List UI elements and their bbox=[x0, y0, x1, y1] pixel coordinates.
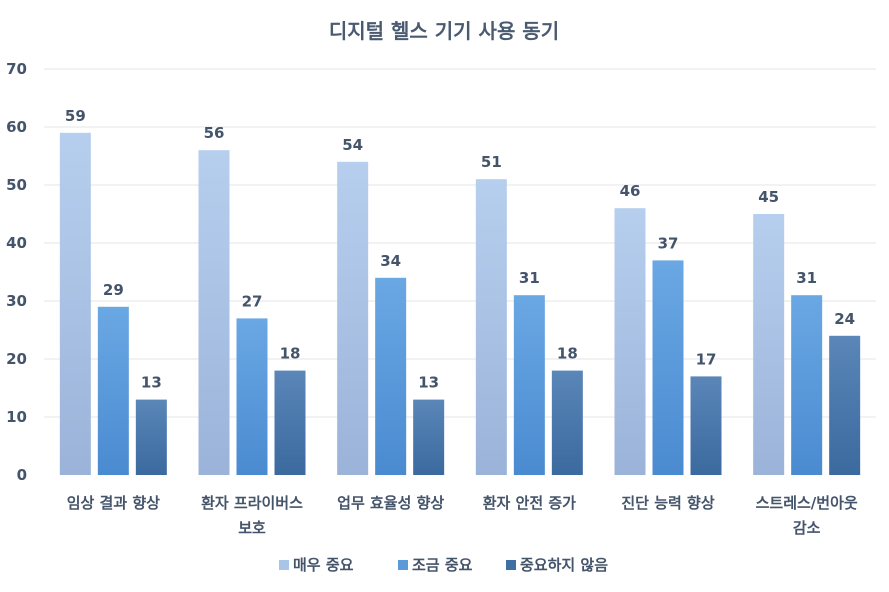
y-tick-label: 70 bbox=[6, 60, 27, 78]
category-label: 환자 프라이버스 bbox=[201, 494, 303, 512]
y-tick-label: 50 bbox=[6, 176, 27, 194]
data-label: 17 bbox=[696, 350, 717, 368]
legend-label: 매우 중요 bbox=[293, 556, 354, 574]
category-label: 스트레스/번아웃 bbox=[756, 494, 858, 512]
legend-label: 조금 중요 bbox=[412, 556, 473, 574]
bar bbox=[135, 399, 167, 475]
bar bbox=[690, 376, 722, 475]
data-label: 45 bbox=[758, 188, 779, 206]
bar bbox=[59, 132, 91, 476]
bar bbox=[513, 295, 545, 475]
category-label: 환자 안전 증가 bbox=[483, 494, 576, 512]
data-label: 59 bbox=[65, 107, 86, 125]
chart-title: 디지털 헬스 기기 사용 동기 bbox=[329, 19, 559, 43]
bar bbox=[337, 161, 369, 476]
y-axis-ticks: 0 10 20 30 40 50 60 70 bbox=[6, 60, 27, 484]
y-tick-label: 10 bbox=[6, 408, 27, 426]
bar bbox=[829, 335, 861, 475]
category-label: 감소 bbox=[793, 519, 821, 537]
bar bbox=[375, 277, 407, 475]
data-label: 18 bbox=[280, 345, 301, 363]
bar bbox=[614, 208, 646, 475]
data-label: 54 bbox=[342, 136, 363, 154]
y-tick-label: 0 bbox=[17, 466, 27, 484]
bar bbox=[652, 260, 684, 475]
data-label: 18 bbox=[557, 345, 578, 363]
y-tick-label: 30 bbox=[6, 292, 27, 310]
bar bbox=[551, 370, 583, 475]
legend: 매우 중요 조금 중요 중요하지 않음 bbox=[279, 556, 608, 574]
legend-swatch bbox=[279, 560, 289, 570]
legend-label: 중요하지 않음 bbox=[520, 556, 608, 574]
legend-swatch bbox=[398, 560, 408, 570]
data-label: 13 bbox=[141, 374, 162, 392]
bars bbox=[59, 132, 861, 476]
bar bbox=[236, 318, 268, 475]
category-label: 진단 능력 향상 bbox=[621, 494, 714, 512]
category-label: 임상 결과 향상 bbox=[67, 494, 160, 512]
data-label: 31 bbox=[796, 269, 817, 287]
data-label: 56 bbox=[204, 124, 225, 142]
bar bbox=[198, 150, 230, 475]
data-label: 29 bbox=[103, 281, 124, 299]
data-label: 24 bbox=[834, 310, 855, 328]
data-label: 51 bbox=[481, 153, 502, 171]
bar bbox=[413, 399, 445, 475]
bar bbox=[97, 306, 129, 475]
bar bbox=[274, 370, 306, 475]
gridlines bbox=[44, 68, 876, 418]
data-label: 31 bbox=[519, 269, 540, 287]
y-tick-label: 40 bbox=[6, 234, 27, 252]
category-label: 보호 bbox=[238, 519, 266, 537]
bar bbox=[753, 214, 785, 475]
data-label: 27 bbox=[242, 292, 263, 310]
legend-swatch bbox=[506, 560, 516, 570]
bar bbox=[791, 295, 823, 475]
bar bbox=[475, 179, 507, 475]
data-label: 34 bbox=[380, 252, 401, 270]
data-label: 13 bbox=[418, 374, 439, 392]
y-tick-label: 20 bbox=[6, 350, 27, 368]
category-label: 업무 효율성 향상 bbox=[337, 494, 444, 512]
data-label: 46 bbox=[620, 182, 641, 200]
data-label: 37 bbox=[658, 234, 679, 252]
data-labels: 59 29 13 56 27 18 54 34 13 51 31 18 46 37 17 45 31 24 bbox=[65, 107, 855, 392]
y-tick-label: 60 bbox=[6, 118, 27, 136]
